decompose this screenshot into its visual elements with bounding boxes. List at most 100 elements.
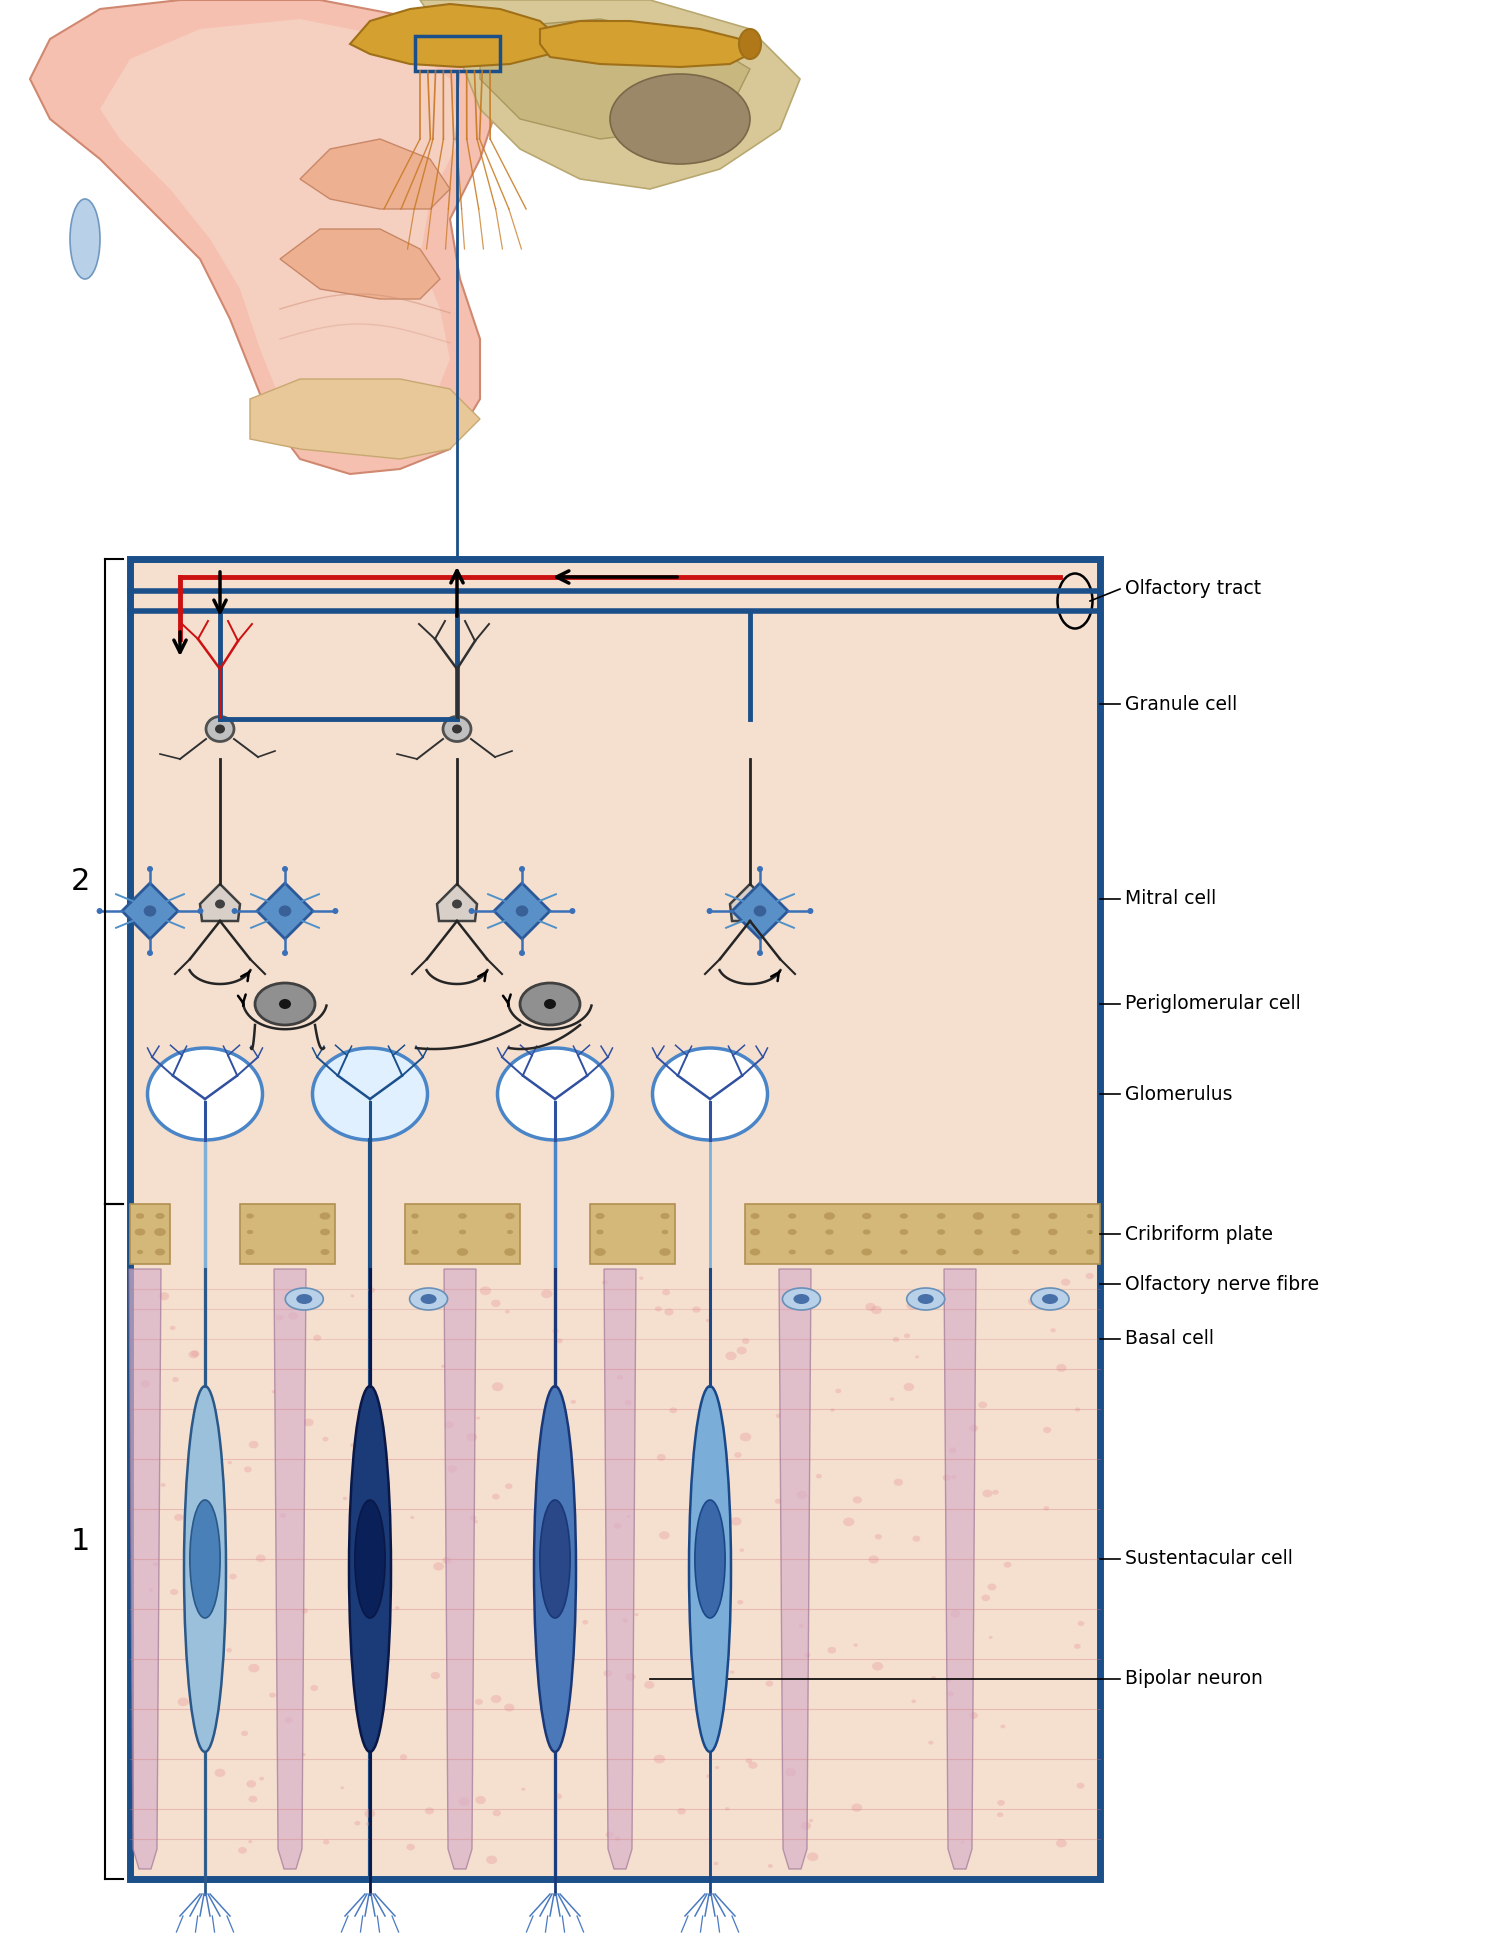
Ellipse shape (507, 1230, 513, 1234)
Ellipse shape (1055, 1840, 1067, 1847)
Ellipse shape (765, 1681, 773, 1687)
Ellipse shape (801, 1822, 810, 1830)
Ellipse shape (278, 905, 292, 917)
Ellipse shape (491, 1299, 500, 1307)
Ellipse shape (497, 1048, 612, 1140)
Ellipse shape (1048, 1228, 1058, 1236)
Ellipse shape (177, 1698, 189, 1706)
Ellipse shape (445, 1422, 454, 1428)
Ellipse shape (144, 905, 156, 917)
Ellipse shape (376, 1571, 383, 1575)
Ellipse shape (97, 909, 103, 915)
Ellipse shape (1087, 1230, 1093, 1234)
Ellipse shape (738, 1601, 744, 1604)
Polygon shape (200, 884, 240, 921)
Ellipse shape (275, 1314, 284, 1320)
Ellipse shape (443, 1557, 452, 1563)
Ellipse shape (904, 1383, 915, 1391)
Ellipse shape (407, 1843, 414, 1851)
Ellipse shape (987, 1583, 996, 1591)
Ellipse shape (602, 1281, 608, 1285)
Ellipse shape (215, 1769, 225, 1777)
Ellipse shape (340, 1787, 345, 1789)
Polygon shape (274, 1269, 305, 1869)
Ellipse shape (354, 1820, 360, 1826)
Polygon shape (100, 20, 460, 429)
Ellipse shape (900, 1213, 907, 1218)
Ellipse shape (706, 1775, 711, 1779)
Ellipse shape (972, 1213, 984, 1220)
Ellipse shape (475, 1796, 485, 1804)
Ellipse shape (248, 1663, 260, 1673)
Ellipse shape (582, 1620, 588, 1624)
Ellipse shape (280, 999, 290, 1009)
Ellipse shape (570, 1401, 576, 1405)
Ellipse shape (706, 909, 712, 915)
Ellipse shape (269, 1693, 275, 1698)
Polygon shape (249, 378, 479, 458)
Ellipse shape (153, 1561, 159, 1567)
Ellipse shape (717, 1616, 729, 1624)
Ellipse shape (739, 29, 761, 59)
Ellipse shape (1048, 1213, 1057, 1218)
Ellipse shape (313, 1334, 321, 1342)
Ellipse shape (1057, 1363, 1066, 1371)
Ellipse shape (319, 1213, 331, 1220)
Ellipse shape (696, 1501, 726, 1618)
Ellipse shape (659, 1532, 670, 1540)
Ellipse shape (519, 866, 525, 872)
Ellipse shape (135, 1228, 145, 1236)
Ellipse shape (246, 1213, 254, 1218)
Text: Bipolar neuron: Bipolar neuron (1125, 1669, 1263, 1689)
Ellipse shape (546, 1693, 555, 1698)
Ellipse shape (689, 1387, 730, 1751)
Ellipse shape (313, 1048, 428, 1140)
Ellipse shape (809, 1818, 813, 1822)
Ellipse shape (978, 1401, 987, 1409)
Ellipse shape (1074, 1644, 1081, 1649)
Ellipse shape (225, 1648, 231, 1653)
Polygon shape (479, 20, 750, 139)
Ellipse shape (626, 1514, 631, 1518)
Ellipse shape (321, 1228, 330, 1236)
Ellipse shape (947, 1691, 954, 1696)
Ellipse shape (969, 1712, 978, 1718)
Ellipse shape (928, 1742, 933, 1745)
Ellipse shape (758, 950, 764, 956)
Ellipse shape (804, 1653, 810, 1657)
Ellipse shape (596, 1213, 605, 1218)
Ellipse shape (443, 717, 472, 742)
Ellipse shape (844, 1518, 854, 1526)
Ellipse shape (745, 1759, 751, 1763)
Ellipse shape (442, 1365, 445, 1367)
Ellipse shape (969, 1424, 978, 1432)
Ellipse shape (950, 1448, 957, 1454)
Ellipse shape (871, 1307, 881, 1314)
Text: Olfactory tract: Olfactory tract (1125, 580, 1261, 599)
Ellipse shape (1086, 1273, 1093, 1279)
Ellipse shape (148, 1589, 153, 1593)
Ellipse shape (380, 1591, 392, 1601)
Ellipse shape (798, 1624, 804, 1628)
Ellipse shape (544, 999, 556, 1009)
Ellipse shape (321, 1250, 330, 1256)
Polygon shape (420, 0, 800, 188)
Ellipse shape (184, 1387, 225, 1751)
Ellipse shape (851, 1804, 862, 1812)
Ellipse shape (206, 1485, 209, 1489)
Ellipse shape (333, 909, 339, 915)
Ellipse shape (1075, 1407, 1080, 1412)
Ellipse shape (169, 1326, 175, 1330)
Ellipse shape (807, 909, 813, 915)
Ellipse shape (677, 1808, 686, 1814)
Ellipse shape (894, 1479, 903, 1485)
Ellipse shape (491, 1493, 500, 1501)
Ellipse shape (614, 1836, 620, 1841)
Bar (240, 1205, 336, 1264)
Polygon shape (129, 1269, 160, 1869)
Ellipse shape (906, 1301, 918, 1311)
Bar (590, 1205, 674, 1264)
Ellipse shape (981, 1595, 990, 1601)
Ellipse shape (983, 1489, 992, 1497)
Ellipse shape (750, 1228, 761, 1236)
